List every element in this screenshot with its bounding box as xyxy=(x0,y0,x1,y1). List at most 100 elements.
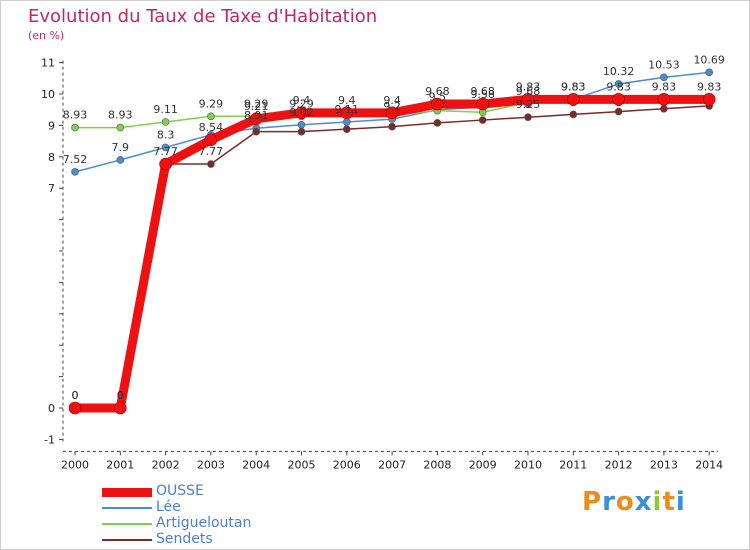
x-tick-label: 2013 xyxy=(650,458,678,471)
data-label-lee: 10.53 xyxy=(648,58,680,71)
data-label-sendets: 0 xyxy=(72,389,79,402)
x-tick-label: 2000 xyxy=(61,458,89,471)
data-point-sendets xyxy=(660,104,668,113)
x-tick-label: 2006 xyxy=(333,458,361,471)
data-point-ousse xyxy=(657,93,671,106)
data-label-lee: 7.9 xyxy=(112,141,130,154)
data-label-artigueloutan: 8.93 xyxy=(108,109,133,122)
data-label-sendets: 0 xyxy=(117,389,124,402)
data-point-ousse xyxy=(566,93,580,106)
data-point-lee xyxy=(161,143,170,152)
legend-item-lee[interactable]: Lée xyxy=(102,499,302,516)
data-point-ousse xyxy=(612,93,625,106)
data-point-sendets xyxy=(297,127,306,136)
data-label-ousse: 0 xyxy=(117,389,124,402)
legend-item-artigueloutan[interactable]: Artigueloutan xyxy=(102,515,302,532)
data-label-ousse: 9.83 xyxy=(697,80,722,93)
data-point-ousse xyxy=(204,133,218,147)
data-point-ousse xyxy=(114,401,127,415)
data-point-sendets xyxy=(207,160,215,168)
data-label-lee: 10.69 xyxy=(693,53,725,66)
x-tick-label: 2007 xyxy=(378,458,406,471)
legend-swatch-artigueloutan xyxy=(102,523,152,525)
proxiti-logo: Proxiti xyxy=(582,487,686,517)
logo-letter: x xyxy=(634,487,653,517)
data-label-ousse: 9.68 xyxy=(425,85,450,98)
data-label-lee: 10.32 xyxy=(603,65,635,78)
y-tick-label: 11 xyxy=(41,57,55,70)
data-label-ousse: 7.77 xyxy=(153,145,178,158)
legend-swatch-ousse xyxy=(102,488,152,497)
legend-label-lee: Lée xyxy=(156,499,181,515)
data-point-artigueloutan xyxy=(161,118,170,126)
data-point-sendets xyxy=(433,119,442,127)
legend-label-sendets: Sendets xyxy=(156,531,213,547)
data-point-sendets xyxy=(614,107,623,116)
data-label-ousse: 9.21 xyxy=(244,100,269,113)
y-tick-label: 10 xyxy=(41,88,55,101)
logo-letter: t xyxy=(662,487,676,517)
data-point-ousse xyxy=(431,97,444,111)
data-label-artigueloutan: 9.29 xyxy=(289,97,314,110)
y-tick-label: 7 xyxy=(48,182,55,195)
x-tick-label: 2004 xyxy=(242,458,270,471)
data-label-ousse: 8.54 xyxy=(199,121,224,134)
x-tick-label: 2008 xyxy=(423,458,451,471)
data-point-lee xyxy=(342,118,351,126)
y-tick-label: -1 xyxy=(44,433,55,446)
chart-title: Evolution du Taux de Taxe d'Habitation xyxy=(28,6,378,27)
legend-label-artigueloutan: Artigueloutan xyxy=(156,515,252,531)
data-label-sendets: 9.25 xyxy=(516,98,541,111)
data-label-ousse: 9.4 xyxy=(293,94,311,107)
legend-label-ousse: OUSSE xyxy=(156,483,204,499)
logo-letter: r xyxy=(602,487,616,517)
data-point-ousse xyxy=(68,401,82,415)
legend-swatch-lee xyxy=(102,507,152,509)
data-point-sendets xyxy=(388,122,396,131)
data-point-ousse xyxy=(702,93,716,106)
legend-item-ousse[interactable]: OUSSE xyxy=(102,483,302,500)
data-label-lee: 9.58 xyxy=(470,88,495,101)
data-point-artigueloutan xyxy=(207,112,215,121)
data-label-ousse: 9.68 xyxy=(470,85,495,98)
x-tick-label: 2003 xyxy=(197,458,225,471)
data-label-lee: 9.2 xyxy=(383,100,401,113)
x-tick-label: 2010 xyxy=(514,458,542,471)
data-point-sendets xyxy=(252,127,261,136)
data-label-lee: 8.91 xyxy=(244,109,269,122)
x-tick-label: 2011 xyxy=(559,458,587,471)
legend-item-sendets[interactable]: Sendets xyxy=(102,531,302,548)
data-point-ousse xyxy=(521,93,535,106)
x-tick-label: 2002 xyxy=(152,458,180,471)
data-point-ousse xyxy=(159,157,172,171)
data-point-lee xyxy=(705,68,714,77)
x-tick-label: 2009 xyxy=(469,458,497,471)
data-label-lee: 9.68 xyxy=(516,85,541,98)
data-point-ousse xyxy=(340,106,354,120)
logo-letter: i xyxy=(675,487,686,517)
data-label-ousse: 9.4 xyxy=(338,94,356,107)
data-point-sendets xyxy=(569,110,578,119)
data-label-lee: 8.3 xyxy=(157,128,175,141)
data-label-artigueloutan: 9.29 xyxy=(244,97,269,110)
data-point-lee xyxy=(116,156,125,164)
data-label-ousse: 0 xyxy=(72,389,79,402)
data-label-artigueloutan: 9.29 xyxy=(199,97,224,110)
data-label-ousse: 9.83 xyxy=(561,80,586,93)
legend-swatch-sendets xyxy=(102,539,152,541)
data-label-ousse: 9.83 xyxy=(606,80,631,93)
y-tick-label: 0 xyxy=(48,402,55,415)
data-label-ousse: 9.83 xyxy=(652,80,677,93)
data-point-lee xyxy=(660,73,668,82)
y-tick-label: 9 xyxy=(48,119,55,132)
data-label-artigueloutan: 9.11 xyxy=(153,103,178,116)
data-label-artigueloutan: 8.93 xyxy=(63,109,88,122)
data-label-lee: 9.02 xyxy=(289,106,314,119)
data-label-lee: 7.52 xyxy=(63,153,88,166)
data-label-sendets: 7.77 xyxy=(199,145,224,158)
x-tick-label: 2012 xyxy=(605,458,633,471)
data-label-lee: 9.11 xyxy=(335,103,360,116)
data-label-lee: 9.5 xyxy=(429,91,447,104)
x-tick-label: 2014 xyxy=(695,458,723,471)
